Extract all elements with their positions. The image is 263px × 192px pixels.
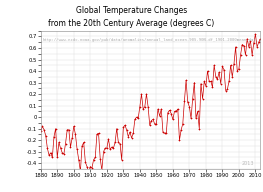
Text: http://www.ncdc.noaa.gov/pub/data/anomalies/annual_land_ocean.90S.90N.df_1901-20: http://www.ncdc.noaa.gov/pub/data/anomal… bbox=[43, 38, 257, 42]
Text: from the 20th Century Average (degrees C): from the 20th Century Average (degrees C… bbox=[48, 19, 215, 28]
Text: 2013: 2013 bbox=[241, 161, 254, 166]
Text: Global Temperature Changes: Global Temperature Changes bbox=[76, 6, 187, 15]
